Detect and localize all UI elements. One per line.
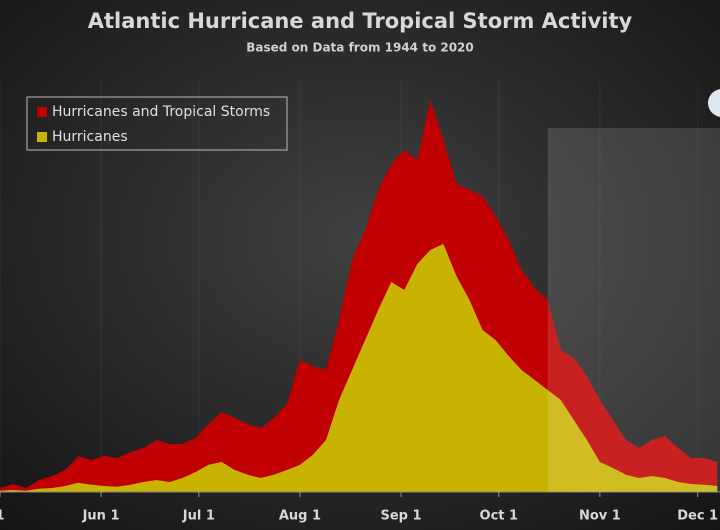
plot-area: 1 Jun 1 Jul 1 Aug 1 Sep 1 Oct 1 Nov 1 Dec 1 xyxy=(0,80,720,524)
x-tick-label: 1 xyxy=(0,509,5,524)
logo xyxy=(708,89,720,117)
legend-label: Hurricanes xyxy=(52,129,128,145)
x-tick-label: Nov 1 xyxy=(579,509,621,524)
highlight-region xyxy=(547,128,720,492)
x-tick-label: Jun 1 xyxy=(82,509,120,524)
x-tick-label: Jul 1 xyxy=(182,509,215,524)
legend-label: Hurricanes and Tropical Storms xyxy=(52,104,270,120)
chart-subtitle: Based on Data from 1944 to 2020 xyxy=(246,41,474,55)
legend xyxy=(26,96,288,151)
x-tick-label: Oct 1 xyxy=(480,509,519,524)
legend-swatch xyxy=(37,132,47,142)
x-tick-label: Dec 1 xyxy=(677,509,718,524)
x-tick-label: Sep 1 xyxy=(380,509,421,524)
legend-swatch xyxy=(37,107,47,117)
area xyxy=(0,244,718,492)
chart-title: Atlantic Hurricane and Tropical Storm Ac… xyxy=(88,9,633,33)
x-tick-label: Aug 1 xyxy=(279,509,321,524)
